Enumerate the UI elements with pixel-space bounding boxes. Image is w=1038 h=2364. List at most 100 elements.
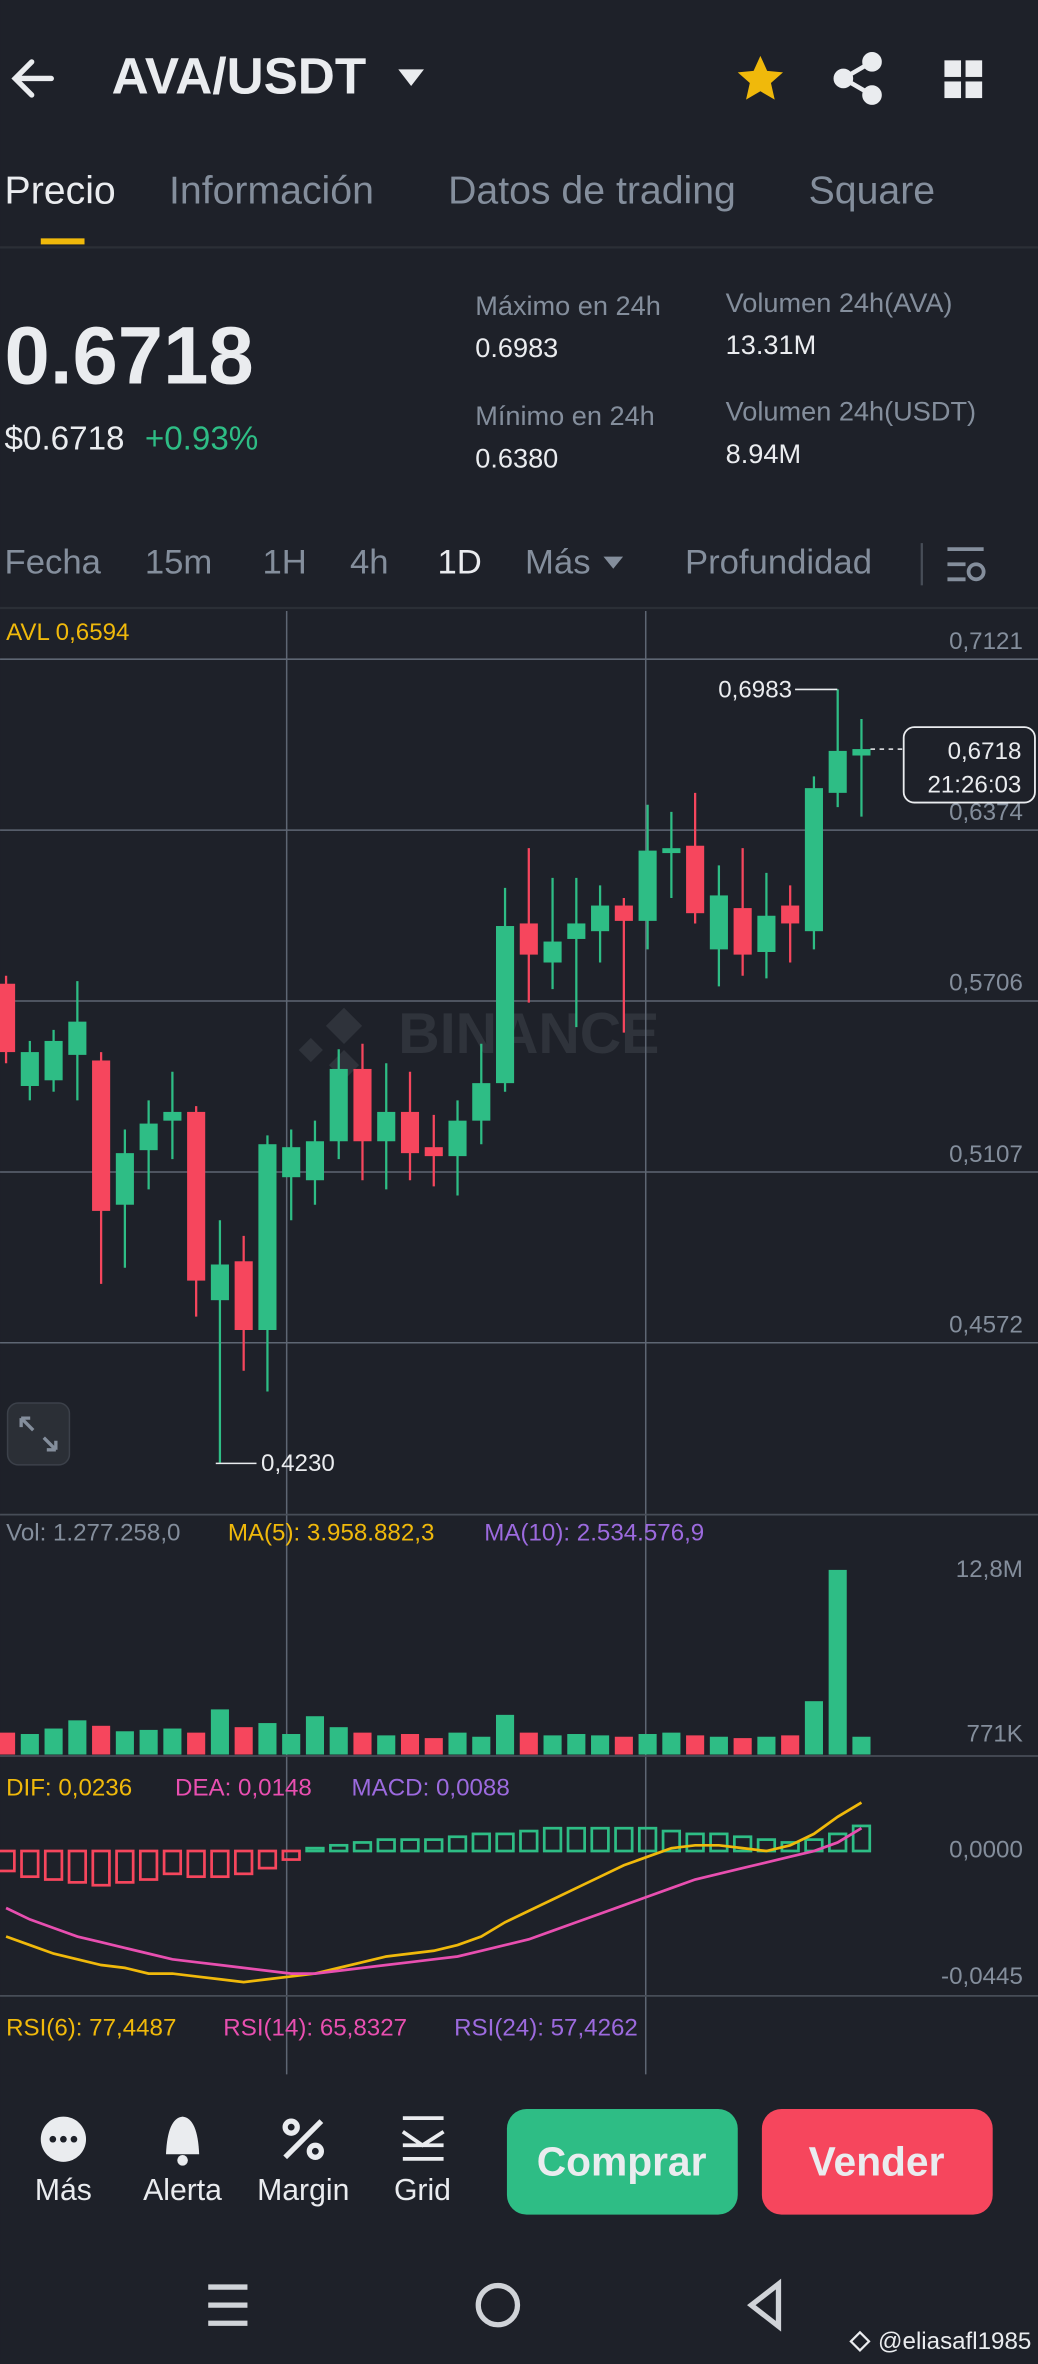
interval[interactable]: 4h — [350, 543, 389, 581]
action-label[interactable]: Alerta — [143, 2174, 222, 2207]
grid-icon[interactable] — [401, 2116, 445, 2161]
volume-bar — [258, 1723, 277, 1755]
sell-button[interactable] — [761, 2109, 993, 2215]
high-label: 0,6983 — [718, 676, 792, 703]
chart-settings[interactable] — [947, 547, 986, 582]
candle-body — [92, 1060, 111, 1211]
candle-body — [329, 1068, 348, 1142]
home[interactable] — [475, 2282, 521, 2328]
tab[interactable]: Datos de trading — [448, 168, 736, 212]
macd-bar — [542, 1826, 563, 1853]
volume-bar — [495, 1714, 515, 1755]
stat-value: 0.6983 — [475, 332, 558, 363]
macd-bar — [400, 1838, 420, 1853]
action-labels: Más Alerta Margin Grid — [35, 2174, 451, 2207]
macd-bar — [685, 1832, 705, 1853]
interval[interactable]: Profundidad — [685, 543, 872, 581]
action-label[interactable]: Margin — [257, 2174, 349, 2207]
macd-bar — [210, 1849, 230, 1879]
tab[interactable]: Square — [809, 168, 935, 212]
buy-label[interactable]: Comprar — [537, 2139, 707, 2185]
volume-bar — [400, 1734, 420, 1755]
back[interactable] — [747, 2278, 782, 2332]
macd-bar — [138, 1849, 159, 1881]
stat-label: Volumen 24h(AVA) — [726, 287, 953, 318]
avl-label: AVL 0,6594 — [6, 619, 129, 646]
stat-label: Volumen 24h(USDT) — [726, 396, 976, 427]
candle-body — [44, 1040, 63, 1081]
interval[interactable]: Más — [525, 543, 591, 581]
macd-bar — [115, 1849, 135, 1884]
volume-bar — [68, 1720, 87, 1755]
back-button[interactable] — [11, 59, 54, 98]
pair-title[interactable]: AVA/USDT — [112, 48, 367, 105]
macd-bar — [471, 1832, 491, 1853]
macd-bar — [709, 1832, 729, 1853]
stat-value: 13.31M — [726, 329, 817, 360]
candle-body — [662, 848, 681, 854]
candle-body — [20, 1052, 39, 1086]
volume-bar — [305, 1716, 325, 1755]
volume-bar — [353, 1732, 372, 1755]
candle-body — [686, 845, 705, 914]
margin-icon[interactable] — [282, 2118, 325, 2160]
more-caret[interactable] — [603, 556, 624, 569]
favorite-star[interactable] — [737, 55, 784, 100]
indicator-legend: MA(10): 2.534.576,9 — [484, 1520, 704, 1547]
volume-bar — [591, 1735, 610, 1755]
action-label[interactable]: Grid — [394, 2174, 451, 2207]
watermark: BINANCE — [398, 1002, 659, 1066]
volume-bar — [757, 1736, 776, 1755]
volume-bar — [424, 1738, 443, 1755]
sell-label[interactable]: Vender — [809, 2139, 945, 2185]
macd-tick-label: -0,0445 — [941, 1963, 1023, 1990]
pair-dropdown[interactable] — [398, 69, 424, 86]
macd-bar — [186, 1849, 206, 1879]
indicator-legend: DEA: 0,0148 — [175, 1775, 312, 1802]
macd-bar — [495, 1832, 515, 1853]
volume-bar — [686, 1735, 705, 1755]
interval[interactable]: 1D — [438, 543, 482, 581]
candle-body — [733, 908, 752, 955]
volume-bar — [44, 1728, 63, 1755]
volume-bar — [377, 1735, 396, 1755]
candle-body — [614, 905, 633, 921]
candle-body — [0, 983, 16, 1053]
tab[interactable]: Precio — [5, 168, 116, 212]
stat-label: Máximo en 24h — [475, 290, 661, 321]
volume-tick-label: 12,8M — [956, 1556, 1023, 1583]
recent-apps[interactable] — [208, 2284, 248, 2326]
interval[interactable]: Fecha — [5, 543, 102, 581]
low-label: 0,4230 — [261, 1450, 335, 1477]
buy-button[interactable] — [506, 2109, 738, 2215]
macd-bar — [234, 1849, 254, 1876]
volume-bar — [163, 1728, 182, 1755]
volume-bar — [519, 1732, 538, 1755]
candle-body — [400, 1111, 420, 1154]
share-button[interactable] — [833, 52, 882, 105]
volume-bar — [804, 1701, 823, 1755]
candle-body — [757, 915, 776, 952]
indicator-legend: RSI(6): 77,4487 — [6, 2014, 176, 2041]
tab[interactable]: Información — [169, 168, 374, 212]
alert-icon[interactable] — [165, 2116, 200, 2166]
volume-bar — [638, 1734, 657, 1755]
volume-bar — [448, 1732, 467, 1755]
candle-body — [638, 850, 657, 921]
last-price-box — [902, 726, 1036, 804]
candle-body — [139, 1123, 158, 1151]
candle-body — [519, 923, 538, 955]
interval[interactable]: 15m — [145, 543, 212, 581]
expand-button[interactable] — [6, 1402, 71, 1466]
macd-bar — [637, 1826, 658, 1853]
layout-button[interactable] — [944, 60, 983, 99]
volume-bar — [0, 1732, 16, 1755]
last-price: 0.6718 — [5, 311, 254, 402]
interval[interactable]: 1H — [263, 543, 307, 581]
more-icon[interactable] — [40, 2116, 87, 2162]
candle-body — [591, 905, 610, 932]
action-label[interactable]: Más — [35, 2174, 92, 2207]
